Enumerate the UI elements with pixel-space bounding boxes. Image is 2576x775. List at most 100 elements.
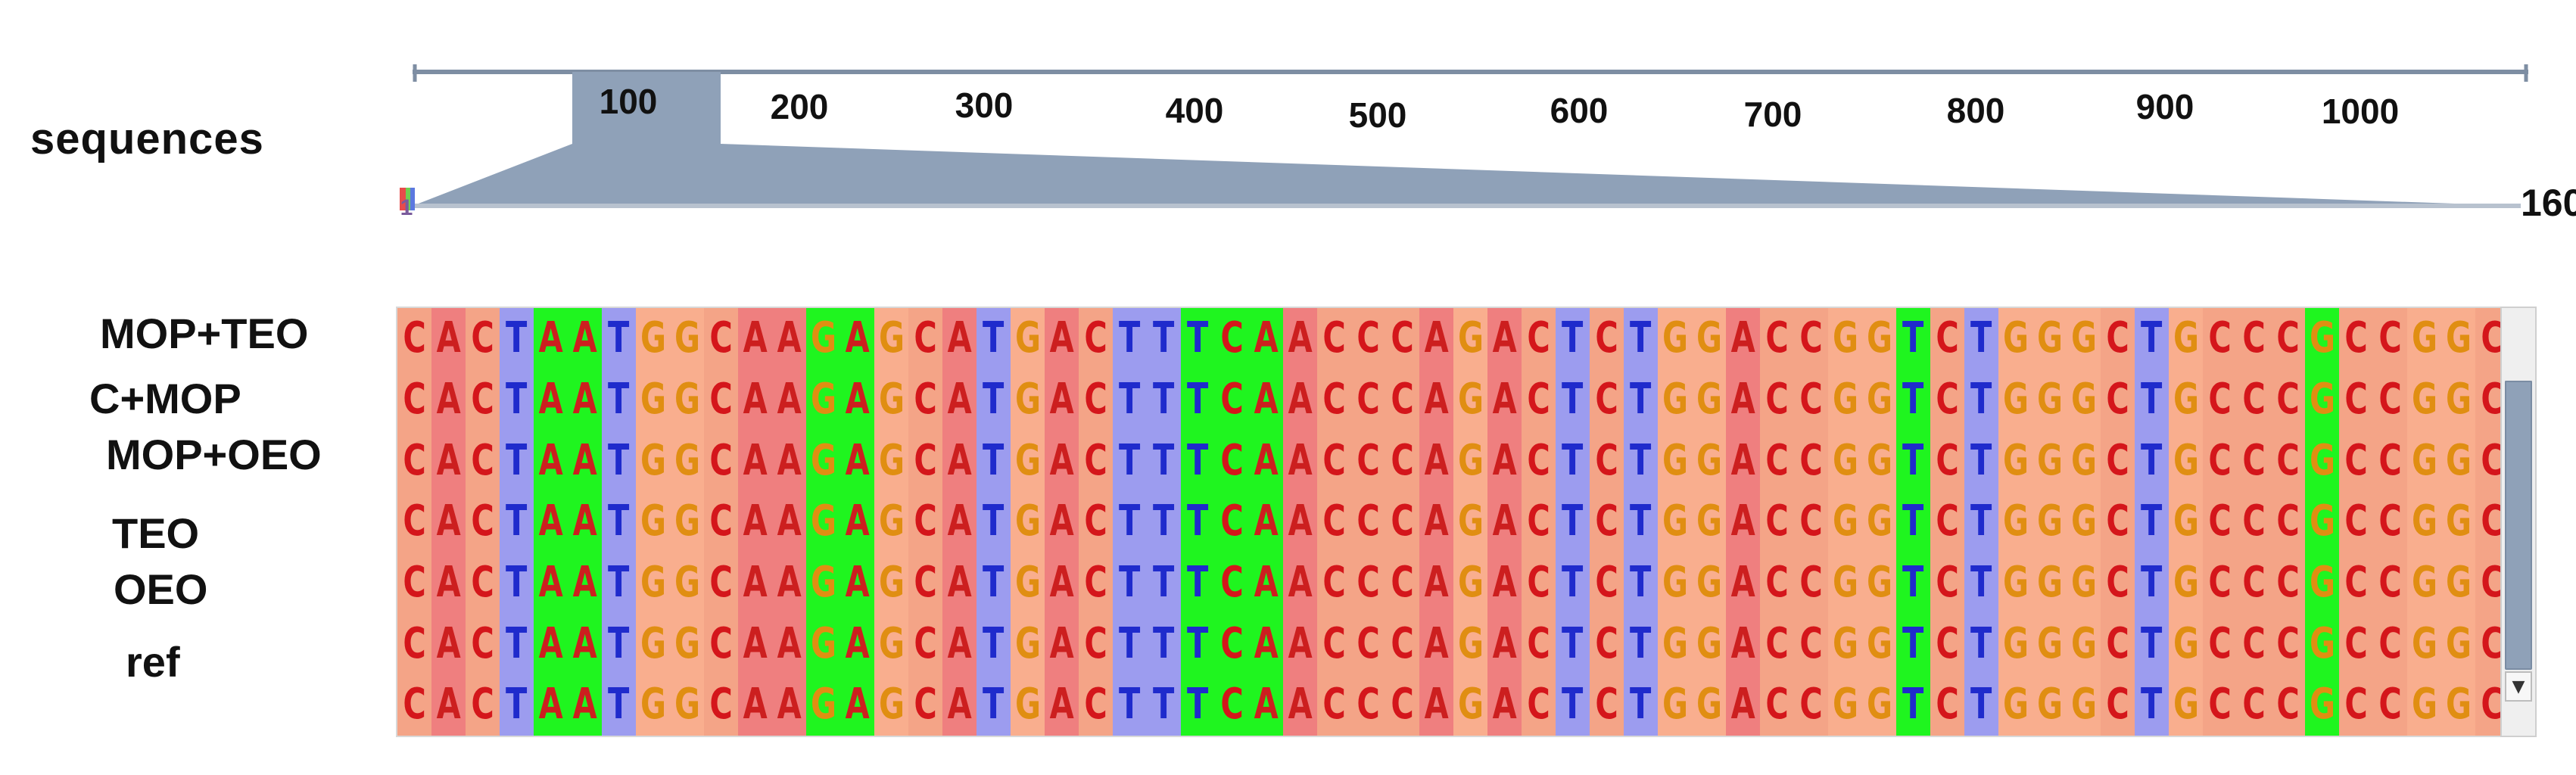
- alignment-cell: C: [908, 491, 942, 552]
- alignment-cell: A: [942, 369, 977, 431]
- nucleotide-base: T: [1630, 375, 1652, 425]
- alignment-cell: C: [1385, 552, 1419, 614]
- alignment-cell: C: [2373, 430, 2407, 492]
- nucleotide-base: T: [1119, 496, 1141, 546]
- alignment-cell: C: [1590, 430, 1624, 492]
- alignment-cell: T: [1556, 552, 1590, 614]
- nucleotide-base: C: [2344, 680, 2368, 730]
- alignment-cell: C: [1385, 674, 1419, 736]
- alignment-cell: G: [1658, 491, 1692, 552]
- alignment-cell: C: [2101, 613, 2135, 675]
- sequence-ruler[interactable]: 1 160 100 200 300 400 500 600 700 800 900 1000: [0, 0, 2576, 242]
- alignment-cell: A: [431, 613, 466, 675]
- nucleotide-base: A: [538, 680, 563, 730]
- alignment-cell: A: [1045, 613, 1079, 675]
- nucleotide-base: C: [2378, 558, 2402, 608]
- alignment-cell: G: [1828, 674, 1862, 736]
- alignment-cell: T: [1896, 430, 1930, 492]
- nucleotide-base: G: [1866, 680, 1892, 730]
- alignment-vertical-scrollbar[interactable]: ▲ ▼: [2500, 307, 2537, 737]
- nucleotide-base: T: [1153, 375, 1175, 425]
- alignment-cell: C: [2339, 430, 2373, 492]
- nucleotide-base: G: [1696, 375, 1722, 425]
- nucleotide-base: T: [1187, 435, 1209, 485]
- alignment-cell: G: [2067, 674, 2101, 736]
- alignment-cell: C: [1930, 369, 1964, 431]
- alignment-cell: A: [840, 613, 874, 675]
- nucleotide-base: C: [914, 313, 937, 363]
- nucleotide-base: G: [674, 558, 700, 608]
- scroll-down-arrow-icon[interactable]: ▼: [2505, 671, 2532, 702]
- alignment-cell: G: [1453, 491, 1487, 552]
- alignment-cell: C: [1522, 369, 1556, 431]
- alignment-cell: C: [1760, 613, 1794, 675]
- nucleotide-base: A: [436, 435, 461, 485]
- nucleotide-base: C: [1084, 558, 1107, 608]
- nucleotide-base: G: [1832, 496, 1858, 546]
- alignment-cell: T: [977, 552, 1011, 614]
- nucleotide-base: G: [2445, 618, 2472, 668]
- alignment-cell: C: [704, 613, 738, 675]
- nucleotide-base: C: [471, 558, 494, 608]
- alignment-cell: G: [1862, 552, 1896, 614]
- alignment-cell: G: [2067, 552, 2101, 614]
- alignment-cell: C: [2475, 552, 2502, 614]
- nucleotide-base: A: [538, 435, 563, 485]
- ruler-view-window[interactable]: [572, 72, 721, 144]
- alignment-cell: A: [738, 491, 772, 552]
- ruler-tick-label: 200: [771, 87, 829, 126]
- nucleotide-base: A: [436, 496, 461, 546]
- alignment-cell: T: [602, 430, 636, 492]
- nucleotide-base: A: [1424, 618, 1449, 668]
- alignment-cell: A: [1487, 430, 1522, 492]
- nucleotide-base: C: [1936, 680, 1959, 730]
- nucleotide-base: C: [1220, 435, 1244, 485]
- scrollbar-thumb[interactable]: [2505, 381, 2532, 670]
- nucleotide-base: C: [2106, 558, 2129, 608]
- nucleotide-base: G: [2002, 375, 2029, 425]
- nucleotide-base: C: [1357, 558, 1380, 608]
- nucleotide-base: G: [1832, 680, 1858, 730]
- alignment-cell: T: [1147, 613, 1181, 675]
- nucleotide-base: C: [1595, 375, 1618, 425]
- alignment-cell: T: [1113, 491, 1147, 552]
- alignment-cell: C: [1794, 613, 1828, 675]
- alignment-cell: C: [2237, 613, 2271, 675]
- alignment-cell: G: [1692, 369, 1726, 431]
- nucleotide-base: T: [1630, 313, 1652, 363]
- nucleotide-base: G: [640, 375, 666, 425]
- alignment-cell: T: [1896, 613, 1930, 675]
- nucleotide-base: T: [1153, 313, 1175, 363]
- alignment-cell: G: [1453, 369, 1487, 431]
- nucleotide-base: G: [1866, 618, 1892, 668]
- alignment-cell: G: [2305, 491, 2339, 552]
- alignment-cell: C: [1215, 674, 1249, 736]
- nucleotide-base: T: [1187, 680, 1209, 730]
- alignment-cell: C: [1590, 369, 1624, 431]
- nucleotide-base: A: [743, 375, 768, 425]
- alignment-cell: G: [1692, 552, 1726, 614]
- alignment-cell: C: [1215, 552, 1249, 614]
- alignment-cell: G: [1692, 491, 1726, 552]
- alignment-cell: G: [636, 430, 670, 492]
- nucleotide-base: C: [2208, 375, 2232, 425]
- alignment-cell: T: [602, 369, 636, 431]
- nucleotide-base: C: [403, 435, 426, 485]
- nucleotide-base: G: [1457, 375, 1484, 425]
- alignment-cell: A: [772, 674, 806, 736]
- alignment-cell: T: [1896, 491, 1930, 552]
- nucleotide-base: G: [2309, 496, 2335, 546]
- nucleotide-base: C: [1357, 680, 1380, 730]
- alignment-cell: G: [2407, 491, 2441, 552]
- alignment-cell: G: [874, 430, 908, 492]
- nucleotide-base: C: [709, 618, 733, 668]
- nucleotide-base: G: [2002, 558, 2029, 608]
- alignment-cell: C: [1930, 491, 1964, 552]
- nucleotide-base: T: [608, 558, 630, 608]
- alignment-cell: G: [636, 491, 670, 552]
- nucleotide-base: C: [2344, 496, 2368, 546]
- alignment-cell: G: [1862, 369, 1896, 431]
- nucleotide-base: A: [1492, 496, 1517, 546]
- row-label-teo: TEO: [112, 509, 200, 557]
